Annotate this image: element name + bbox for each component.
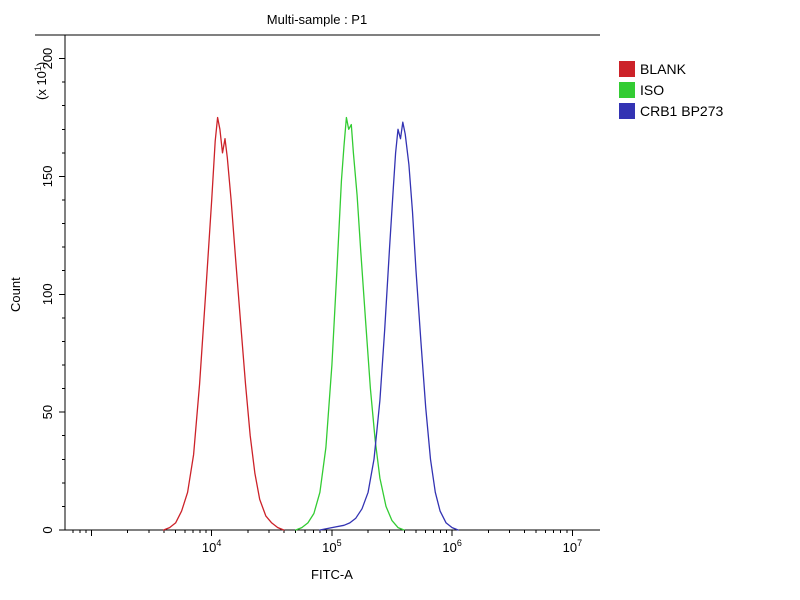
series-curve-iso [295, 116, 405, 531]
tick-labels: 104 105 106 107 0 50 100 150 200 [40, 48, 582, 555]
axis-ticks [59, 58, 573, 536]
axes [35, 34, 600, 531]
legend-swatch [619, 103, 635, 119]
y-tick-label: 50 [40, 405, 55, 419]
y-tick-label: 0 [40, 526, 55, 533]
x-tick-label: 105 [322, 538, 341, 555]
legend-label: ISO [640, 82, 665, 98]
series-curve-crb1-bp273 [319, 121, 459, 531]
legend: BLANK ISO CRB1 BP273 [619, 60, 723, 123]
legend-label: CRB1 BP273 [640, 103, 724, 119]
y-axis-multiplier-label: (x 101) [33, 62, 49, 100]
histogram-curves [162, 116, 459, 531]
x-tick-label: 107 [563, 538, 582, 555]
x-axis-title: FITC-A [311, 567, 353, 582]
series-curve-blank [162, 116, 285, 531]
legend-item-blank: BLANK [619, 60, 723, 78]
legend-item-crb1-bp273: CRB1 BP273 [619, 102, 723, 120]
legend-swatch [619, 61, 635, 77]
x-tick-label: 104 [202, 538, 221, 555]
x-tick-label: 106 [442, 538, 461, 555]
legend-item-iso: ISO [619, 81, 723, 99]
y-tick-label: 100 [40, 283, 55, 305]
y-tick-label: 200 [40, 48, 55, 70]
legend-swatch [619, 82, 635, 98]
y-tick-label: 150 [40, 166, 55, 188]
chart-title: Multi-sample : P1 [267, 12, 367, 27]
y-axis-title: Count [8, 277, 23, 312]
legend-label: BLANK [640, 61, 686, 77]
